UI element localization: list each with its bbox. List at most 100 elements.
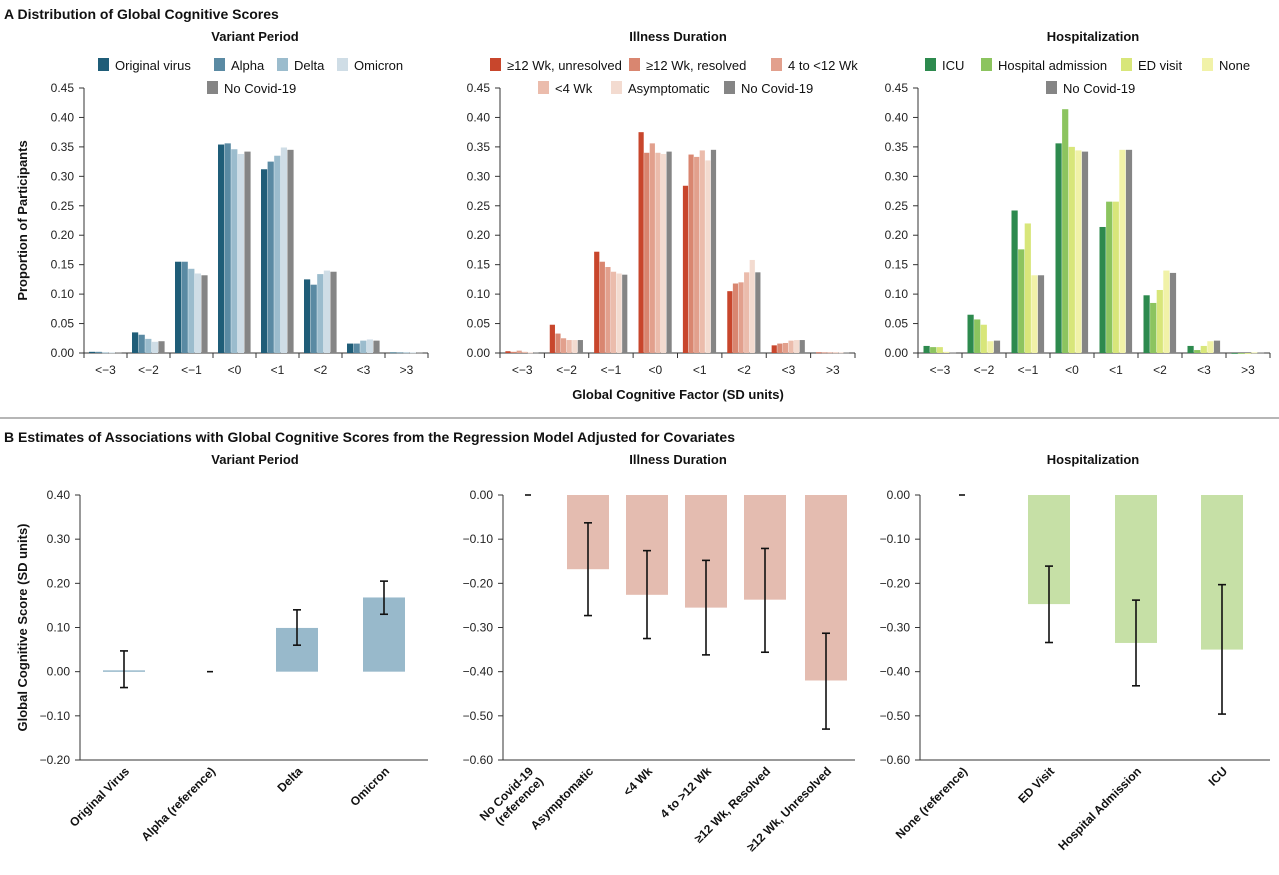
y-tick-label: 0.15 (51, 258, 75, 272)
bar (980, 324, 987, 353)
x-tick-label: ICU (1206, 764, 1231, 789)
x-tick-label: <−2 (974, 363, 995, 377)
legend-label: No Covid-19 (1063, 81, 1135, 96)
x-tick-label: Original Virus (67, 764, 133, 830)
y-tick-label: 0.30 (467, 169, 491, 183)
bar (1068, 146, 1075, 353)
bar (616, 273, 622, 353)
bar (403, 352, 410, 354)
bar (323, 270, 330, 353)
bar (1075, 150, 1082, 353)
y-tick-label: 0.35 (885, 140, 909, 154)
y-tick-label: 0.30 (51, 169, 75, 183)
bar (555, 333, 561, 353)
legend-label: ED visit (1138, 58, 1182, 73)
x-tick-label: <−1 (181, 363, 202, 377)
x-tick-label: <−1 (601, 363, 622, 377)
bar (821, 352, 827, 354)
bar (660, 153, 667, 353)
x-tick-label: Delta (274, 764, 305, 795)
x-tick-label: <−3 (512, 363, 533, 377)
legend-swatch (1121, 58, 1132, 71)
bar (181, 261, 188, 353)
legend-swatch (771, 58, 782, 71)
bar (832, 352, 839, 354)
bar (1194, 350, 1201, 353)
bar (967, 314, 974, 353)
legend-swatch (724, 81, 735, 94)
legend-label: Original virus (115, 58, 191, 73)
bar (237, 153, 244, 353)
bar (655, 152, 661, 353)
x-tick-label: >3 (826, 363, 840, 377)
bar (132, 332, 139, 353)
estimates-3: Hospitalization −0.60 −0.50 −0.40 −0.30 −0.20… (880, 452, 1270, 853)
bar (201, 275, 208, 353)
y-tick-label: −0.40 (880, 665, 911, 679)
bar (1150, 302, 1157, 353)
bar (1231, 353, 1238, 354)
bar (1200, 345, 1207, 353)
bar (89, 351, 96, 353)
bar (1106, 201, 1113, 353)
estimates-1: Variant Period −0.20 −0.10 0.00 0.10 0.20 0.30… (15, 452, 428, 844)
y-tick-label: 0.00 (470, 488, 494, 502)
y-tick-label: 0.25 (51, 199, 75, 213)
bar (516, 350, 522, 353)
bar (987, 341, 994, 353)
legend-label: Alpha (231, 58, 265, 73)
bar (1169, 272, 1177, 353)
bar (688, 154, 694, 353)
bar (749, 259, 755, 353)
bar (572, 340, 578, 353)
legend-swatch (925, 58, 936, 71)
bar (594, 251, 600, 353)
legend-swatch (98, 58, 109, 71)
legend-label: Omicron (354, 58, 403, 73)
y-tick-label: 0.40 (51, 110, 75, 124)
x-tick-label: <3 (357, 363, 371, 377)
bar (510, 351, 517, 353)
bar (274, 155, 281, 353)
legend-label: ≥12 Wk, resolved (646, 58, 746, 73)
bar (347, 343, 354, 353)
y-tick-label: −0.60 (463, 753, 494, 767)
bar (771, 345, 777, 353)
bar (151, 341, 158, 353)
y-tick-label: 0.25 (885, 199, 909, 213)
y-tick-label: 0.40 (885, 110, 909, 124)
bar (782, 342, 789, 353)
legend-swatch (490, 58, 501, 71)
bar (522, 351, 528, 353)
legend-label: None (1219, 58, 1250, 73)
y-tick-label: 0.30 (885, 169, 909, 183)
histogram-3: Hospitalization 0.00 0.05 0.10 0.15 0.20 0.25 0… (885, 29, 1271, 377)
legend-label: Hospital admission (998, 58, 1107, 73)
y-tick-label: 0.00 (467, 346, 491, 360)
bar (993, 340, 1001, 353)
bar (949, 352, 957, 354)
x-tick-label: ED Visit (1015, 764, 1057, 806)
y-tick-label: 0.00 (51, 346, 75, 360)
chart-title: Hospitalization (1047, 452, 1140, 467)
bar (360, 340, 367, 353)
y-tick-label: 0.40 (47, 488, 71, 502)
bar (231, 149, 238, 353)
bar (610, 271, 617, 353)
legend-label: ≥12 Wk, unresolved (507, 58, 622, 73)
bar (732, 283, 739, 353)
y-tick-label: 0.10 (467, 287, 491, 301)
y-tick-label: 0.10 (47, 621, 71, 635)
x-tick-label: <0 (648, 363, 662, 377)
y-tick-label: 0.00 (47, 665, 71, 679)
legend-label: 4 to <12 Wk (788, 58, 858, 73)
y-tick-label: −0.10 (463, 532, 494, 546)
legend-swatch (337, 58, 348, 71)
x-tick-label: 4 to >12 Wk (657, 764, 714, 821)
bar (1119, 149, 1126, 353)
chart-title: Illness Duration (629, 29, 727, 44)
y-tick-label: 0.05 (885, 317, 909, 331)
y-tick-label: −0.10 (880, 532, 911, 546)
bar (194, 273, 201, 353)
y-tick-label: 0.05 (467, 317, 491, 331)
